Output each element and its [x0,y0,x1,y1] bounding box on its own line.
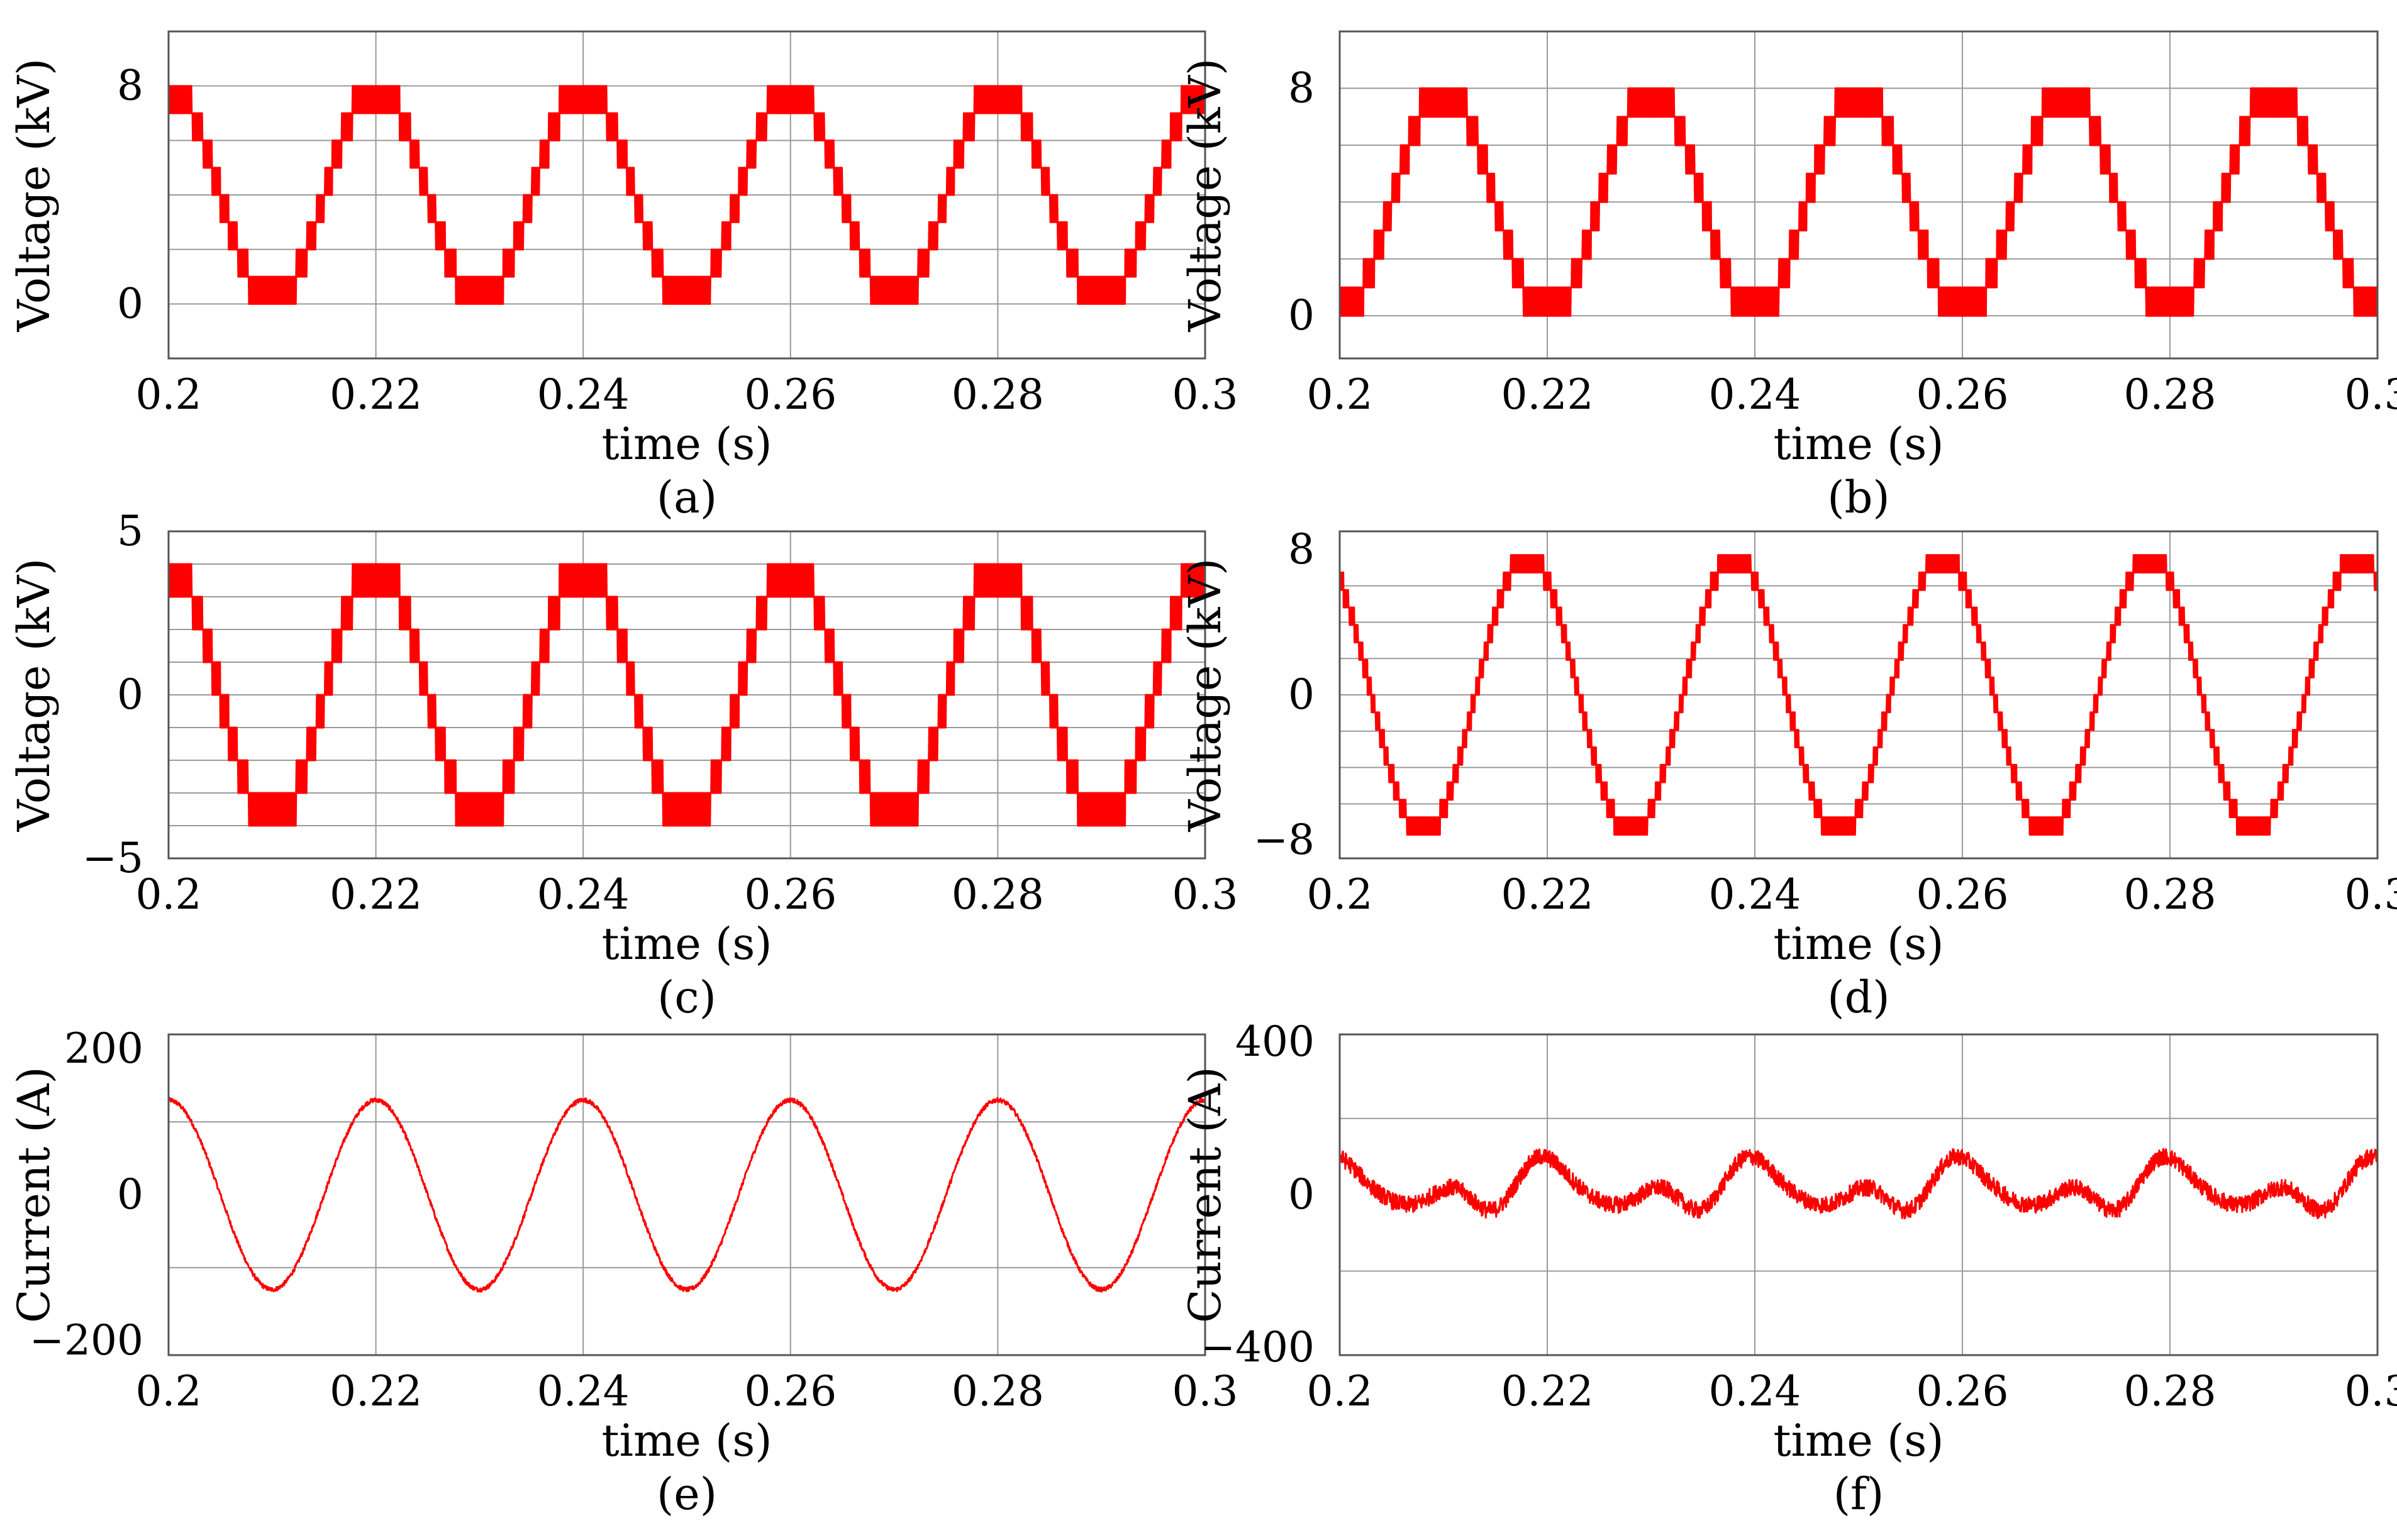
x-tick-label: 0.28 [952,870,1044,919]
data-trace-d [1338,554,2378,836]
y-tick-label: −8 [1254,816,1315,864]
y-axis-label: Current (A) [8,1066,60,1323]
y-axis-label: Current (A) [1179,1066,1231,1323]
plot-frame-e [167,1033,1206,1356]
y-tick-label: 8 [1288,64,1315,112]
x-axis-label: time (s) [601,418,772,470]
x-tick-label: 0.3 [1172,370,1238,419]
x-tick-label: 0.22 [1501,870,1594,919]
y-axis-label: Voltage (kV) [1179,558,1231,833]
y-tick-label: 0 [1288,1170,1315,1219]
panel-label: (d) [1827,972,1889,1023]
x-tick-label: 0.26 [1916,370,2009,419]
data-trace-c [167,563,1206,827]
x-tick-label: 0.22 [330,370,422,419]
x-tick-label: 0.22 [1501,1367,1594,1415]
y-tick-label: 0 [117,279,143,328]
chart-panel-b: 0.2 0.22 0.24 0.26 0.28 0.3 0 8 time (s) Voltage … [1179,30,2397,523]
x-tick-label: 0.3 [2345,370,2397,419]
x-axis-label: time (s) [601,1415,772,1466]
x-tick-label: 0.24 [1709,870,1801,919]
x-axis-label: time (s) [1773,918,1944,970]
x-tick-label: 0.28 [952,370,1044,419]
panel-label: (c) [657,972,716,1023]
y-tick-label: 0 [117,1170,143,1219]
y-tick-label: 200 [64,1024,143,1073]
plot-frame-a [167,30,1206,360]
x-tick-label: 0.26 [744,1367,837,1415]
y-tick-label: −200 [30,1316,143,1365]
y-tick-label: −5 [82,834,143,882]
x-tick-label: 0.24 [1709,1367,1801,1415]
y-axis-label: Voltage (kV) [1179,58,1231,333]
x-tick-label: 0.3 [1172,1367,1238,1415]
x-tick-label: 0.24 [537,1367,630,1415]
x-tick-label: 0.2 [136,1367,202,1415]
panel-label: (b) [1827,472,1889,523]
x-tick-label: 0.3 [2345,870,2397,919]
x-tick-label: 0.22 [1501,370,1594,419]
y-tick-label: 0 [117,670,143,719]
y-tick-label: 0 [1288,670,1315,719]
panel-label: (f) [1833,1468,1884,1520]
x-tick-label: 0.22 [330,870,422,919]
x-axis-label: time (s) [1773,1415,1944,1466]
y-tick-label: −400 [1201,1323,1315,1371]
data-trace-f [1338,1148,2379,1220]
x-tick-label: 0.24 [1709,370,1801,419]
chart-panel-c: 0.2 0.22 0.24 0.26 0.28 0.3 −5 0 5 time (s) Voltag… [8,507,1238,1023]
plot-frame-b [1338,30,2379,360]
x-tick-label: 0.26 [1916,1367,2009,1415]
y-tick-label: 0 [1288,291,1315,340]
chart-panel-f: 0.2 0.22 0.24 0.26 0.28 0.3 −400 0 400 time (s) Cu… [1179,1017,2397,1520]
y-tick-label: 8 [1288,525,1315,573]
chart-panel-a: 0.2 0.22 0.24 0.26 0.28 0.3 0 8 time (s) Voltage … [8,30,1238,523]
x-tick-label: 0.2 [136,870,202,919]
x-tick-label: 0.28 [2124,1367,2216,1415]
x-tick-label: 0.22 [330,1367,422,1415]
x-tick-label: 0.2 [1307,870,1373,919]
panel-label: (a) [657,472,717,523]
y-tick-label: 5 [117,507,143,555]
x-tick-label: 0.2 [1307,370,1373,419]
plot-frame-d [1338,530,2379,860]
x-tick-label: 0.24 [537,870,630,919]
plot-area-e [169,1034,1205,1355]
x-tick-label: 0.26 [744,370,837,419]
panel-label: (e) [657,1468,717,1520]
x-tick-label: 0.28 [2124,370,2216,419]
x-tick-label: 0.26 [1916,870,2009,919]
x-tick-label: 0.28 [952,1367,1044,1415]
y-tick-label: 400 [1235,1017,1315,1066]
plot-frame-c [167,530,1206,860]
x-axis-label: time (s) [601,918,772,970]
y-axis-label: Voltage (kV) [8,58,60,333]
y-axis-label: Voltage (kV) [8,558,60,833]
x-tick-label: 0.2 [136,370,202,419]
data-trace-b [1338,87,2378,317]
chart-panel-d: 0.2 0.22 0.24 0.26 0.28 0.3 −8 0 8 time (s) Voltag… [1179,525,2397,1023]
data-trace-e [167,1097,1206,1293]
x-tick-label: 0.24 [537,370,630,419]
x-tick-label: 0.3 [1172,870,1238,919]
x-tick-label: 0.28 [2124,870,2216,919]
x-tick-label: 0.3 [2345,1367,2397,1415]
x-tick-label: 0.2 [1307,1367,1373,1415]
plot-area-b [1340,31,2378,358]
plot-frame-f [1338,1033,2379,1356]
chart-panel-e: 0.2 0.22 0.24 0.26 0.28 0.3 −200 0 200 time (s) Cu… [8,1024,1238,1520]
x-tick-label: 0.26 [744,870,837,919]
data-trace-a [167,85,1206,305]
x-axis-label: time (s) [1773,418,1944,470]
y-tick-label: 8 [117,62,143,110]
